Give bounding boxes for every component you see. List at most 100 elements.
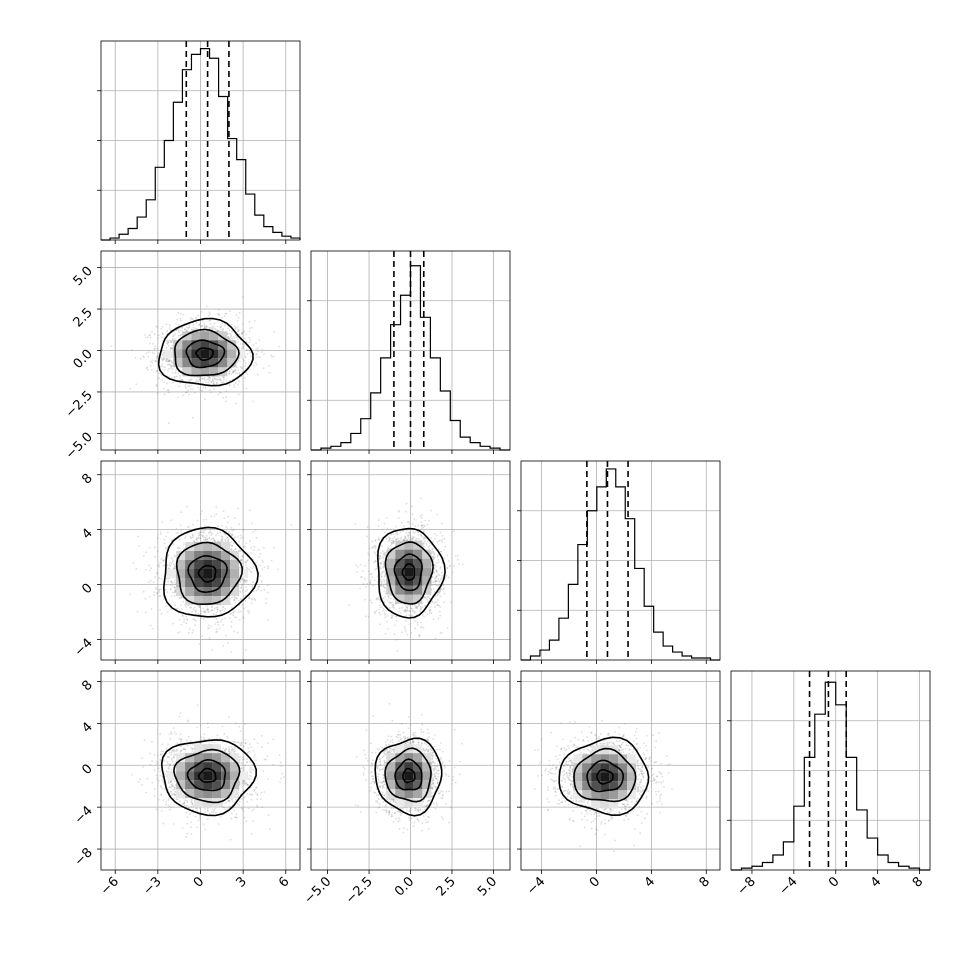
scatter-point: [192, 327, 195, 329]
scatter-point: [240, 586, 243, 589]
scatter-point: [386, 527, 389, 530]
scatter-point: [179, 313, 182, 315]
scatter-point: [405, 620, 408, 622]
scatter-point: [431, 556, 434, 558]
scatter-point: [205, 325, 208, 328]
scatter-point: [150, 567, 153, 570]
scatter-point: [244, 546, 247, 548]
scatter-point: [436, 555, 439, 558]
density-cell: [200, 358, 210, 368]
scatter-point: [204, 538, 207, 541]
scatter-point: [166, 342, 168, 345]
scatter-point: [178, 538, 181, 541]
scatter-point: [156, 572, 158, 574]
scatter-point: [170, 361, 173, 363]
scatter-point: [442, 583, 445, 586]
scatter-point: [252, 581, 254, 584]
histogram-step-1: [311, 265, 510, 451]
scatter-point: [259, 564, 262, 567]
scatter-point: [168, 364, 171, 366]
scatter-point: [375, 609, 378, 612]
scatter-point: [242, 343, 245, 346]
scatter-point: [189, 535, 192, 538]
scatter-point: [222, 328, 225, 331]
scatter-point: [222, 605, 225, 608]
scatter-point: [175, 528, 178, 530]
scatter-point: [378, 557, 381, 560]
scatter-point: [158, 588, 161, 591]
scatter-point: [148, 581, 151, 584]
scatter-point: [201, 531, 204, 534]
scatter-point: [180, 532, 183, 534]
scatter-point: [408, 610, 410, 612]
scatter-point: [443, 557, 445, 560]
scatter-point: [217, 313, 220, 316]
panel-content: [101, 251, 300, 450]
scatter-point: [250, 602, 253, 605]
scatter-point: [150, 608, 153, 610]
scatter-point: [420, 517, 423, 519]
scatter-point: [208, 536, 211, 539]
scatter-point: [110, 345, 113, 347]
scatter-point: [366, 526, 369, 528]
scatter-point: [179, 334, 182, 337]
density-cell: [221, 542, 231, 551]
scatter-point: [392, 540, 395, 542]
scatter-point: [243, 579, 246, 582]
scatter-point: [221, 536, 224, 538]
density-panel-2-0: [100, 460, 301, 661]
scatter-point: [436, 599, 439, 601]
scatter-point: [243, 331, 246, 333]
scatter-point: [227, 337, 230, 340]
scatter-point: [170, 359, 173, 362]
scatter-point: [183, 618, 186, 621]
scatter-point: [436, 569, 438, 572]
scatter-point: [255, 363, 258, 366]
scatter-point: [249, 327, 252, 330]
scatter-point: [256, 374, 259, 376]
scatter-point: [156, 355, 159, 357]
scatter-point: [232, 528, 235, 531]
scatter-point: [155, 370, 158, 373]
scatter-point: [139, 357, 142, 360]
scatter-point: [170, 595, 173, 597]
scatter-point: [220, 325, 223, 327]
contour-level-3: [195, 347, 215, 362]
scatter-point: [266, 584, 269, 587]
scatter-point: [223, 376, 226, 379]
scatter-point: [170, 365, 173, 368]
density-cell: [209, 367, 219, 377]
scatter-point: [243, 578, 246, 581]
scatter-point: [157, 352, 160, 355]
scatter-point: [179, 631, 182, 633]
scatter-point: [163, 336, 165, 339]
scatter-point: [433, 537, 436, 540]
scatter-point: [169, 329, 172, 331]
scatter-point: [224, 533, 227, 536]
scatter-point: [416, 607, 419, 609]
scatter-point: [153, 546, 156, 549]
scatter-point: [240, 537, 243, 539]
scatter-point: [388, 601, 390, 604]
scatter-point: [370, 573, 373, 575]
scatter-point: [387, 628, 389, 630]
scatter-point: [172, 559, 175, 562]
scatter-point: [189, 379, 192, 382]
scatter-point: [204, 387, 207, 390]
density-panel-2-1: [310, 460, 511, 661]
scatter-point: [230, 527, 233, 529]
scatter-point: [149, 342, 151, 345]
scatter-point: [273, 546, 275, 549]
scatter-point: [382, 550, 384, 552]
scatter-point: [151, 368, 153, 371]
scatter-point: [240, 559, 243, 562]
scatter-point: [147, 355, 150, 358]
scatter-point: [152, 581, 155, 584]
scatter-point: [227, 540, 230, 542]
scatter-point: [434, 601, 437, 603]
scatter-point: [192, 618, 195, 620]
scatter-point: [241, 332, 244, 334]
scatter-point: [431, 600, 434, 603]
scatter-point: [243, 345, 245, 348]
scatter-point: [221, 381, 224, 384]
